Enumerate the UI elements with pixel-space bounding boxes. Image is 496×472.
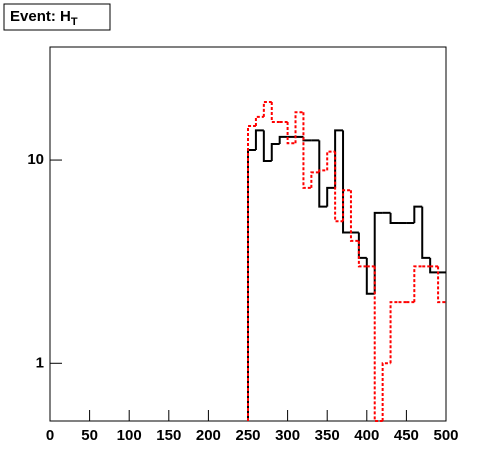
histogram-step bbox=[413, 205, 423, 224]
chart-title: Event: HT bbox=[10, 8, 78, 28]
histogram-step bbox=[342, 189, 351, 222]
histogram-step bbox=[278, 135, 288, 144]
histogram-step bbox=[357, 240, 367, 268]
histogram-step bbox=[262, 101, 272, 117]
x-tick-label: 200 bbox=[196, 427, 221, 444]
histogram-step bbox=[373, 266, 383, 422]
histogram-step bbox=[349, 190, 359, 242]
histogram-step bbox=[294, 111, 304, 144]
histogram-step bbox=[270, 102, 280, 123]
x-tick-label: 350 bbox=[315, 427, 340, 444]
x-tick-label: 150 bbox=[156, 427, 181, 444]
x-tick-label: 400 bbox=[354, 427, 379, 444]
x-tick-label: 0 bbox=[46, 427, 54, 444]
histogram-step bbox=[262, 130, 272, 162]
y-tick-label: 10 bbox=[27, 151, 44, 168]
histogram-step bbox=[429, 257, 439, 274]
title-subscript: T bbox=[71, 16, 78, 28]
histogram-step bbox=[318, 140, 328, 208]
histogram-step bbox=[318, 169, 328, 173]
histogram-step bbox=[413, 265, 423, 303]
histogram-step bbox=[357, 232, 367, 259]
histogram-step bbox=[302, 112, 312, 189]
histogram-step bbox=[247, 149, 256, 421]
histogram-step bbox=[373, 211, 383, 294]
title-box bbox=[3, 3, 111, 31]
y-tick-label: 1 bbox=[36, 354, 44, 371]
histogram-step bbox=[286, 121, 296, 145]
histogram-step bbox=[254, 115, 264, 127]
histogram-step bbox=[389, 212, 399, 225]
histogram-step bbox=[381, 362, 391, 421]
histogram-step bbox=[310, 171, 320, 188]
x-tick-label: 500 bbox=[433, 427, 458, 444]
histogram-step bbox=[342, 130, 351, 234]
histogram-step bbox=[389, 301, 399, 364]
histogram-step bbox=[302, 136, 312, 142]
histogram-step bbox=[247, 125, 256, 421]
x-tick-label: 100 bbox=[117, 427, 142, 444]
x-tick-label: 450 bbox=[394, 427, 419, 444]
histogram-step bbox=[326, 186, 336, 207]
histogram-step bbox=[421, 206, 431, 259]
x-tick-label: 300 bbox=[275, 427, 300, 444]
x-tick-label: 50 bbox=[81, 427, 98, 444]
x-tick-label: 250 bbox=[235, 427, 260, 444]
histogram-step bbox=[334, 129, 344, 188]
histogram-step bbox=[365, 257, 375, 295]
histogram-step bbox=[437, 266, 446, 304]
histogram-step bbox=[270, 142, 280, 161]
histogram-step bbox=[326, 150, 336, 171]
histogram-step bbox=[254, 129, 264, 151]
histogram-step bbox=[334, 151, 344, 223]
title-text: Event: H bbox=[10, 8, 71, 25]
